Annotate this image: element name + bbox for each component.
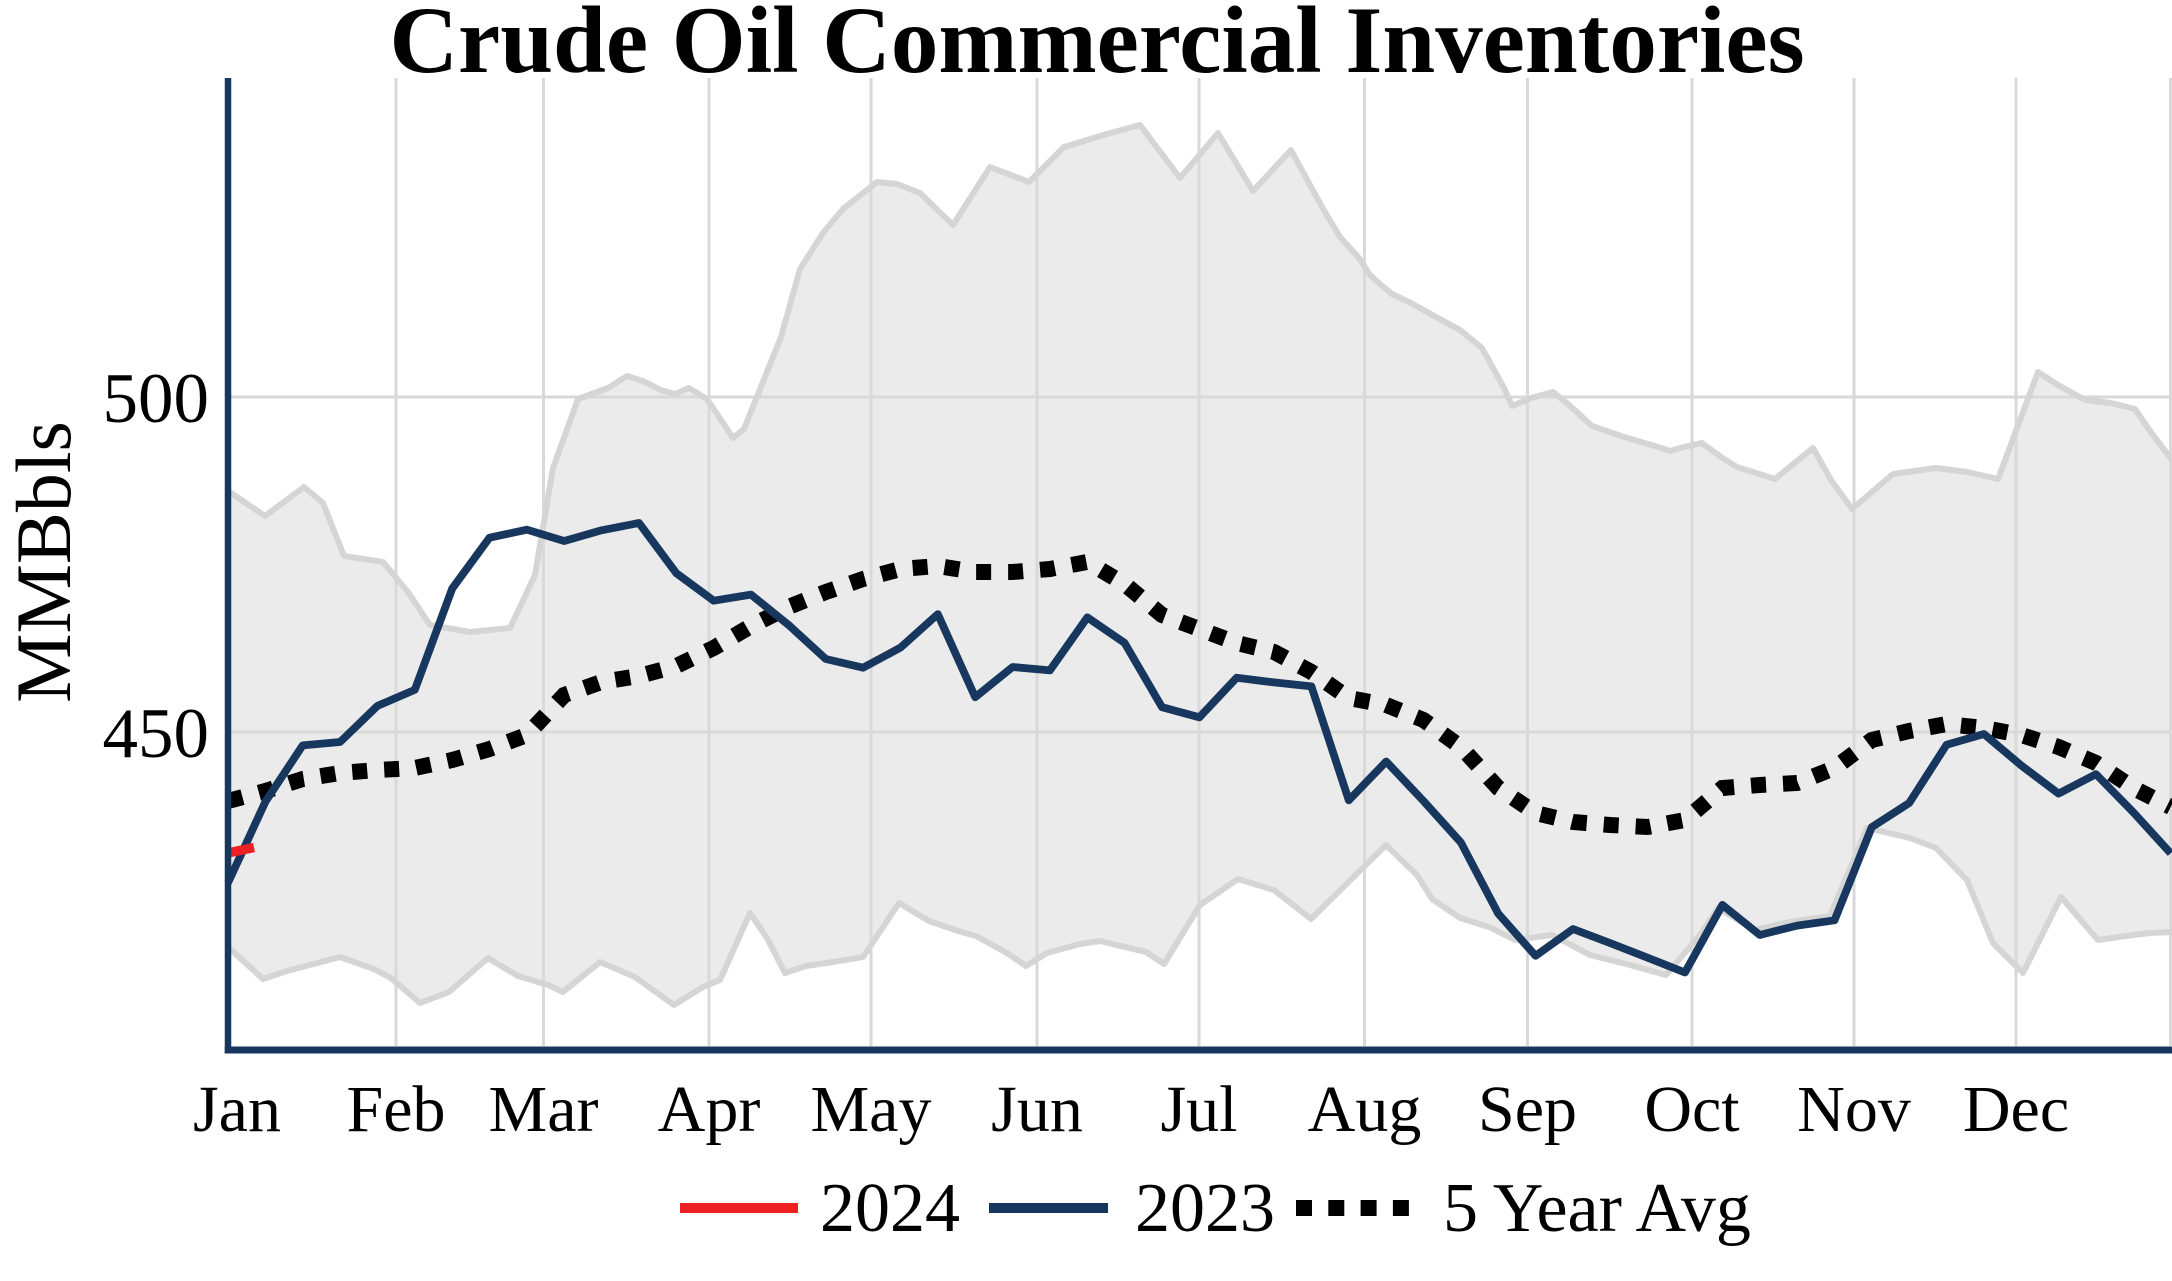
- svg-text:Nov: Nov: [1797, 1073, 1911, 1146]
- svg-text:Feb: Feb: [347, 1073, 446, 1146]
- svg-text:Apr: Apr: [658, 1073, 761, 1146]
- svg-text:Mar: Mar: [489, 1073, 599, 1146]
- svg-text:2023: 2023: [1135, 1170, 1275, 1247]
- svg-text:Dec: Dec: [1963, 1073, 2069, 1146]
- svg-text:Jul: Jul: [1160, 1073, 1237, 1146]
- svg-text:2024: 2024: [820, 1170, 960, 1247]
- svg-text:Aug: Aug: [1308, 1073, 1422, 1146]
- svg-text:Oct: Oct: [1644, 1073, 1739, 1146]
- svg-text:Jan: Jan: [193, 1073, 281, 1146]
- svg-text:May: May: [811, 1073, 932, 1146]
- svg-text:500: 500: [103, 360, 210, 438]
- svg-text:Crude Oil Commercial Inventori: Crude Oil Commercial Inventories: [389, 0, 1804, 93]
- svg-text:Sep: Sep: [1478, 1073, 1577, 1146]
- svg-text:5 Year Avg: 5 Year Avg: [1443, 1170, 1751, 1247]
- svg-text:Jun: Jun: [991, 1073, 1083, 1146]
- svg-text:MMBbls: MMBbls: [0, 421, 87, 703]
- svg-text:450: 450: [103, 695, 210, 773]
